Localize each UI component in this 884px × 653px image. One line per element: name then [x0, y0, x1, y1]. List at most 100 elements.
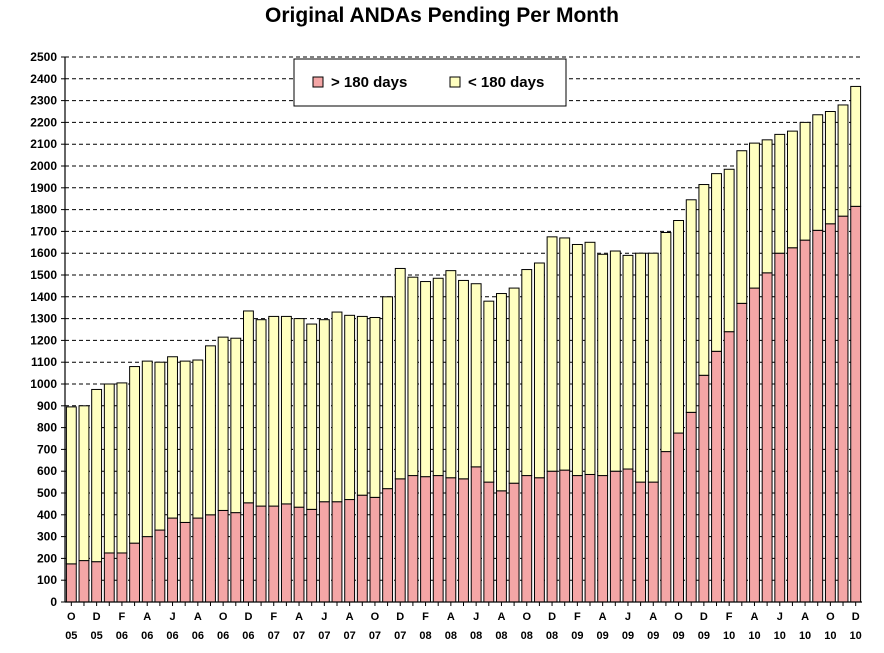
x-tick-label-year: 05	[65, 630, 77, 642]
bar-under-180	[812, 114, 824, 231]
bar-over-180	[268, 505, 280, 603]
y-tick-label: 1800	[30, 203, 57, 217]
legend: > 180 days < 180 days	[293, 58, 567, 107]
x-tick-label-year: 09	[622, 630, 634, 642]
bar-under-180	[344, 314, 356, 501]
bar-under-180	[774, 133, 786, 254]
x-tick-label-year: 08	[470, 630, 482, 642]
x-tick-label-year: 09	[647, 630, 659, 642]
bar-over-180	[179, 521, 191, 603]
bar-over-180	[445, 477, 457, 603]
bar-over-180	[116, 552, 128, 603]
x-tick-label-year: 06	[242, 630, 254, 642]
x-tick-label-month: O	[826, 611, 835, 623]
bar-under-180	[584, 241, 596, 475]
x-tick-label-year: 09	[597, 630, 609, 642]
bar-under-180	[230, 337, 242, 514]
bar-over-180	[458, 478, 469, 603]
bar-under-180	[673, 220, 684, 434]
x-tick-label-month: A	[447, 611, 455, 623]
bar-under-180	[533, 262, 545, 479]
bar-over-180	[280, 503, 292, 603]
x-tick-label-year: 09	[672, 630, 684, 642]
bar-over-180	[824, 223, 836, 603]
axis-layer: 0 100 200 300 400 500 600 700 800 900 1000 1100 1200…	[30, 50, 862, 642]
bar-over-180	[673, 432, 684, 603]
x-tick-label-month: D	[852, 611, 860, 623]
x-tick-label-month: F	[270, 611, 277, 623]
y-tick-label: 600	[37, 464, 57, 478]
x-tick-label-month: A	[750, 611, 758, 623]
bar-over-180	[496, 490, 507, 603]
bar-over-180	[255, 505, 267, 603]
bar-under-180	[318, 319, 330, 503]
x-tick-label-year: 10	[748, 630, 760, 642]
bar-under-180	[255, 319, 267, 507]
x-tick-label-year: 06	[116, 630, 128, 642]
bar-over-180	[470, 466, 482, 603]
bar-under-180	[217, 336, 229, 511]
x-tick-label-year: 06	[166, 630, 178, 642]
bar-under-180	[736, 150, 748, 304]
bar-under-180	[78, 405, 90, 562]
bar-over-180	[584, 473, 596, 603]
y-tick-label: 2100	[30, 137, 57, 151]
bar-over-180	[546, 470, 558, 603]
bar-over-180	[103, 552, 115, 603]
x-tick-label-month: A	[497, 611, 505, 623]
bar-under-180	[167, 356, 178, 519]
bar-over-180	[344, 499, 356, 603]
x-tick-label-month: J	[625, 611, 631, 623]
x-tick-label-month: J	[321, 611, 327, 623]
bar-over-180	[356, 494, 368, 603]
bar-under-180	[470, 283, 482, 468]
bar-over-180	[167, 517, 178, 603]
x-tick-label-month: D	[244, 611, 252, 623]
bar-over-180	[799, 239, 811, 603]
x-tick-label-month: O	[522, 611, 531, 623]
bar-under-180	[407, 276, 419, 477]
bar-over-180	[597, 475, 609, 603]
x-tick-label-year: 09	[571, 630, 583, 642]
x-tick-label-year: 08	[495, 630, 507, 642]
bar-over-180	[154, 529, 166, 603]
y-tick-label: 2400	[30, 72, 57, 86]
y-tick-label: 300	[37, 530, 57, 544]
y-tick-label: 1500	[30, 268, 57, 282]
bar-over-180	[786, 247, 798, 603]
bar-under-180	[331, 311, 343, 503]
x-tick-label-year: 07	[344, 630, 356, 642]
y-tick-label: 1100	[31, 355, 57, 369]
bar-under-180	[129, 366, 141, 544]
x-tick-label-month: O	[67, 611, 76, 623]
bar-under-180	[571, 243, 583, 477]
x-tick-label-month: J	[777, 611, 783, 623]
bar-under-180	[205, 345, 216, 516]
bar-over-180	[205, 514, 216, 603]
x-tick-label-year: 10	[774, 630, 786, 642]
bar-under-180	[369, 317, 381, 498]
bar-under-180	[622, 254, 634, 470]
bar-over-180	[736, 302, 748, 603]
x-tick-label-year: 07	[293, 630, 305, 642]
y-tick-label: 1000	[30, 377, 57, 391]
x-tick-label-year: 06	[141, 630, 153, 642]
x-tick-label-year: 06	[192, 630, 204, 642]
bar-over-180	[622, 468, 634, 603]
bar-under-180	[786, 130, 798, 249]
bar-under-180	[179, 360, 191, 523]
bar-over-180	[306, 508, 318, 603]
bar-under-180	[824, 111, 836, 225]
bar-under-180	[508, 287, 520, 484]
x-tick-label-year: 10	[824, 630, 836, 642]
y-tick-label: 400	[37, 508, 57, 522]
bar-over-180	[91, 561, 103, 603]
x-tick-label-year: 08	[445, 630, 457, 642]
bar-over-180	[331, 501, 343, 603]
bar-under-180	[660, 231, 672, 453]
y-tick-label: 2300	[30, 94, 57, 108]
x-tick-label-month: O	[674, 611, 683, 623]
bar-over-180	[521, 475, 533, 603]
x-tick-label-year: 10	[723, 630, 735, 642]
